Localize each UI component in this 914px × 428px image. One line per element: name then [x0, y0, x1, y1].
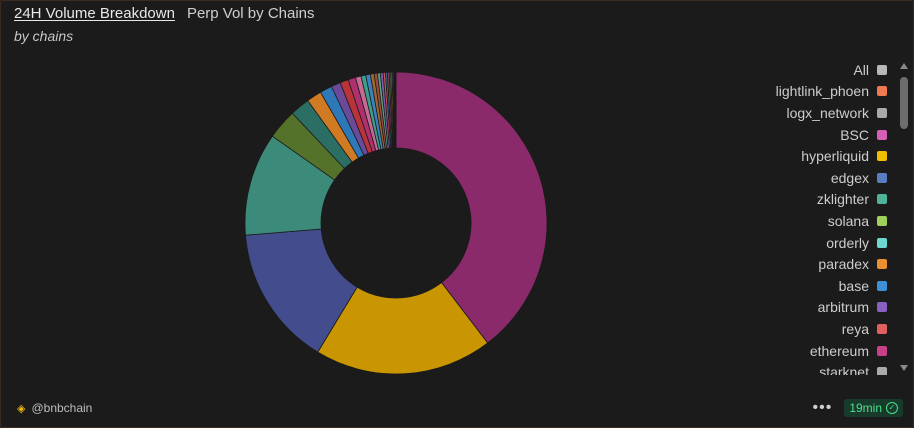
chart-title-link[interactable]: 24H Volume Breakdown	[14, 5, 175, 22]
legend-label: edgex	[830, 169, 869, 186]
legend-swatch	[877, 280, 887, 291]
legend-swatch	[877, 302, 887, 313]
legend-swatch	[877, 367, 887, 375]
legend-swatch	[877, 259, 887, 270]
legend-label: solana	[827, 212, 869, 229]
legend-swatch	[877, 129, 887, 140]
legend-label: All	[853, 61, 869, 78]
legend-item[interactable]: hyperliquid	[687, 145, 887, 167]
legend-item[interactable]: reya	[687, 318, 887, 340]
pie-slice[interactable]	[395, 71, 548, 344]
source-credit: ◈ @bnbchain	[17, 401, 92, 415]
legend-swatch	[877, 194, 887, 205]
refresh-time-label: 19min	[849, 401, 882, 415]
legend-swatch	[877, 107, 887, 118]
legend-item[interactable]: arbitrum	[687, 297, 887, 319]
legend-item[interactable]: logx_network	[687, 102, 887, 124]
legend-item[interactable]: All	[687, 59, 887, 81]
legend-label: ethereum	[809, 342, 869, 359]
scroll-up-icon[interactable]	[900, 63, 908, 69]
more-options-icon[interactable]: •••	[812, 399, 833, 416]
legend-label: lightlink_phoen	[775, 83, 869, 100]
bnb-logo-icon: ◈	[17, 402, 26, 415]
legend-item[interactable]: lightlink_phoen	[687, 81, 887, 103]
chart-legend: All lightlink_phoen logx_network BSC hyperli…	[687, 59, 887, 375]
donut-chart	[244, 71, 548, 375]
legend-item[interactable]: solana	[687, 210, 887, 232]
legend-item[interactable]: BSC	[687, 124, 887, 146]
legend-swatch	[877, 237, 887, 248]
footer-actions: ••• 19min ✓	[812, 399, 903, 417]
legend-item[interactable]: paradex	[687, 253, 887, 275]
legend-item[interactable]: orderly	[687, 232, 887, 254]
legend-label: zklighter	[816, 191, 869, 208]
check-icon: ✓	[886, 402, 898, 414]
legend-label: hyperliquid	[801, 148, 869, 165]
legend-swatch	[877, 64, 887, 75]
chart-subtitle: Perp Vol by Chains	[186, 5, 315, 22]
legend-item[interactable]: starknet	[687, 361, 887, 375]
pie-slice[interactable]	[317, 282, 489, 375]
legend-swatch	[877, 172, 887, 183]
legend-item[interactable]: zklighter	[687, 189, 887, 211]
legend-label: paradex	[818, 256, 869, 273]
legend-swatch	[877, 86, 887, 97]
legend-item[interactable]: ethereum	[687, 340, 887, 362]
chart-header: 24H Volume Breakdown Perp Vol by Chains …	[14, 5, 315, 44]
legend-label: base	[838, 277, 869, 294]
legend-swatch	[877, 323, 887, 334]
refresh-time-badge: 19min ✓	[844, 399, 903, 417]
legend-item[interactable]: edgex	[687, 167, 887, 189]
source-label: @bnbchain	[31, 401, 93, 415]
scroll-down-icon[interactable]	[900, 365, 908, 371]
chart-subheader: by chains	[14, 28, 74, 44]
legend-label: reya	[841, 320, 869, 337]
legend-label: orderly	[826, 234, 869, 251]
legend-label: arbitrum	[817, 299, 869, 316]
legend-label: starknet	[819, 364, 869, 375]
legend-swatch	[877, 345, 887, 356]
legend-scrollbar[interactable]	[899, 63, 909, 371]
legend-label: logx_network	[786, 104, 870, 121]
legend-item[interactable]: base	[687, 275, 887, 297]
legend-swatch	[877, 151, 887, 162]
legend-swatch	[877, 215, 887, 226]
legend-label: BSC	[840, 126, 869, 143]
scroll-thumb[interactable]	[900, 77, 908, 129]
